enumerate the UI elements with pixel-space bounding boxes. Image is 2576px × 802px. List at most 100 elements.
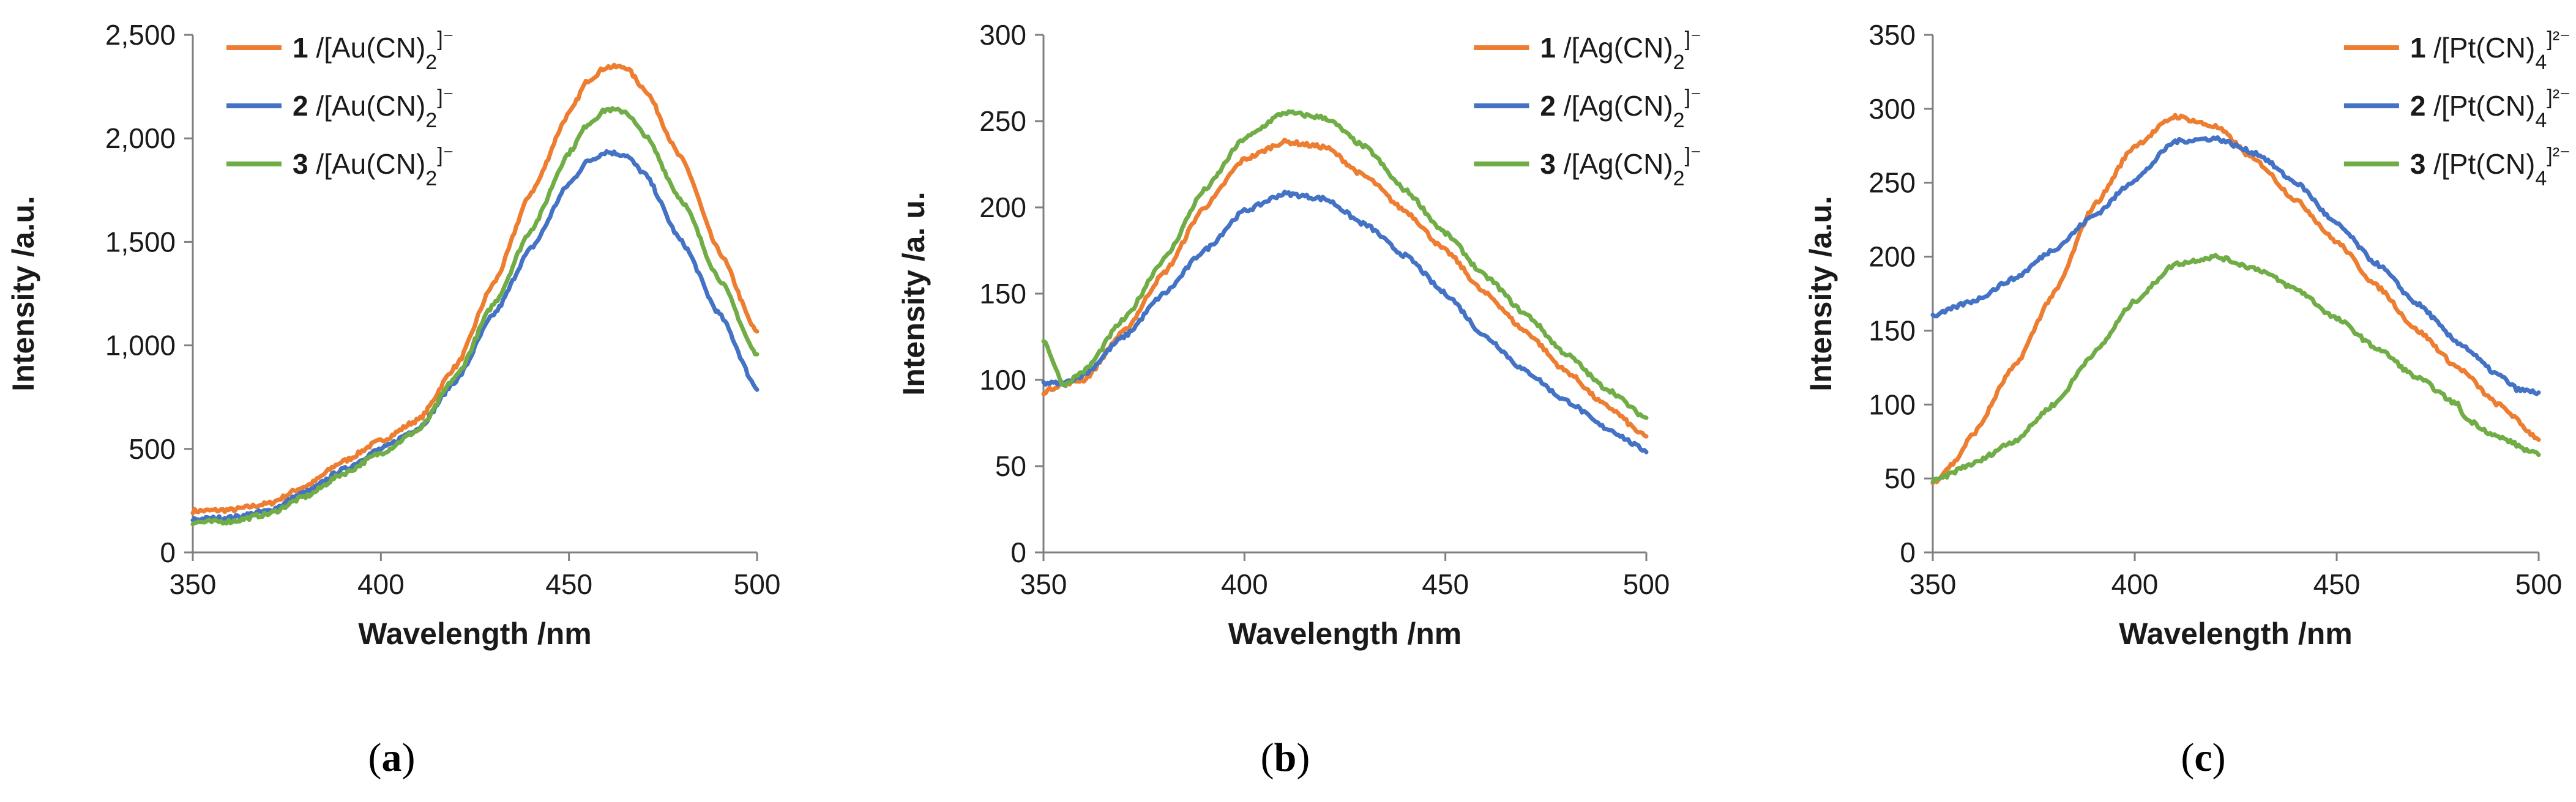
y-tick-label: 2,000 xyxy=(105,122,176,154)
legend-number: 3 xyxy=(2410,148,2426,180)
legend-subscript: 4 xyxy=(2535,167,2547,190)
y-tick-label: 250 xyxy=(979,105,1026,137)
y-tick-label: 150 xyxy=(1869,314,1916,346)
x-tick-label: 350 xyxy=(170,568,217,600)
legend-label: /[Pt(CN) xyxy=(2425,90,2535,122)
legend-label: /[Pt(CN) xyxy=(2425,148,2535,180)
caption-open: ( xyxy=(2181,735,2194,780)
chart-panel-c: 0 50 100 150 200 250 300 350 350 400 450 500 Wavelen… xyxy=(1804,19,2570,780)
series-3-line xyxy=(1041,109,1649,420)
y-tick-label: 350 xyxy=(1869,19,1916,51)
panel-caption: (c) xyxy=(2181,735,2225,780)
x-axis-title: Wavelength /nm xyxy=(358,617,592,651)
legend-label: /[Au(CN) xyxy=(308,32,426,64)
legend-entry-2: 2 /[Pt(CN)4]²⁻ xyxy=(2410,86,2570,132)
legend: 1 /[Pt(CN)4]²⁻2 /[Pt(CN)4]²⁻3 /[Pt(CN)4]… xyxy=(2343,28,2570,190)
y-tick-label: 0 xyxy=(160,537,176,568)
legend-subscript: 2 xyxy=(1673,167,1685,190)
x-tick-label: 450 xyxy=(2313,568,2361,600)
caption-letter: b xyxy=(1274,735,1297,780)
legend-subscript: 4 xyxy=(2535,51,2547,74)
legend-superscript: ]⁻ xyxy=(1685,28,1701,51)
legend-subscript: 4 xyxy=(2535,109,2547,132)
legend-number: 2 xyxy=(293,90,308,122)
legend-label: /[Au(CN) xyxy=(308,90,426,122)
y-tick-label: 50 xyxy=(995,450,1026,482)
y-tick-label: 0 xyxy=(1900,537,1916,568)
y-tick-label: 2,500 xyxy=(105,19,176,51)
legend-label: /[Ag(CN) xyxy=(1556,90,1673,122)
legend-entry-1: 1 /[Pt(CN)4]²⁻ xyxy=(2410,28,2570,74)
y-tick-label: 0 xyxy=(1010,537,1026,568)
legend-superscript: ]²⁻ xyxy=(2547,144,2570,167)
legend: 1 /[Au(CN)2]⁻2 /[Au(CN)2]⁻3 /[Au(CN)2]⁻ xyxy=(226,28,454,190)
legend-subscript: 2 xyxy=(425,109,437,132)
legend-subscript: 2 xyxy=(425,167,437,190)
panel-caption: (b) xyxy=(1261,735,1310,780)
y-tick-label: 200 xyxy=(1869,241,1916,273)
x-tick-label: 500 xyxy=(734,568,781,600)
x-tick-label: 350 xyxy=(1910,568,1957,600)
x-axis-title: Wavelength /nm xyxy=(2119,617,2353,651)
legend-entry-3: 3 /[Ag(CN)2]⁻ xyxy=(1540,144,1701,190)
y-tick-label: 300 xyxy=(979,19,1026,51)
series-2-line xyxy=(1041,190,1649,455)
legend-number: 3 xyxy=(1540,148,1556,180)
x-tick-label: 400 xyxy=(357,568,405,600)
legend-number: 2 xyxy=(1540,90,1556,122)
legend-superscript: ]⁻ xyxy=(437,28,454,51)
legend-number: 1 xyxy=(2410,32,2426,64)
caption-letter: a xyxy=(382,735,402,780)
legend-number: 3 xyxy=(293,148,308,180)
panel-caption: (a) xyxy=(368,735,416,780)
caption-open: ( xyxy=(368,735,382,780)
legend-superscript: ]²⁻ xyxy=(2547,86,2570,109)
legend-label: /[Ag(CN) xyxy=(1556,148,1673,180)
legend-superscript: ]⁻ xyxy=(437,86,454,109)
chart-panel-b: 0 50 100 150 200 250 300 350 400 450 500 Wavelength… xyxy=(897,19,1701,780)
legend-number: 1 xyxy=(1540,32,1556,64)
legend-entry-1: 1 /[Ag(CN)2]⁻ xyxy=(1540,28,1701,74)
legend: 1 /[Ag(CN)2]⁻2 /[Ag(CN)2]⁻3 /[Ag(CN)2]⁻ xyxy=(1474,28,1701,190)
legend-superscript: ]⁻ xyxy=(1685,86,1701,109)
legend-superscript: ]⁻ xyxy=(437,144,454,167)
x-tick-label: 400 xyxy=(2111,568,2159,600)
y-tick-label: 100 xyxy=(979,364,1026,396)
legend-number: 2 xyxy=(2410,90,2426,122)
legend-entry-3: 3 /[Pt(CN)4]²⁻ xyxy=(2410,144,2570,190)
y-tick-label: 150 xyxy=(979,278,1026,310)
y-tick-label: 200 xyxy=(979,191,1026,223)
caption-letter: c xyxy=(2194,735,2212,780)
legend-superscript: ]⁻ xyxy=(1685,144,1701,167)
x-axis-title: Wavelength /nm xyxy=(1228,617,1462,651)
x-tick-label: 500 xyxy=(1623,568,1670,600)
y-axis-title: Intensity /a.u. xyxy=(6,196,40,392)
series-2-line xyxy=(190,149,760,523)
series-1-line xyxy=(1041,138,1649,439)
y-axis-title: Intensity /a.u. xyxy=(1804,196,1838,392)
y-tick-label: 250 xyxy=(1869,167,1916,199)
legend-subscript: 2 xyxy=(1673,51,1685,74)
legend-entry-2: 2 /[Ag(CN)2]⁻ xyxy=(1540,86,1701,132)
y-tick-label: 100 xyxy=(1869,388,1916,420)
y-tick-label: 50 xyxy=(1884,462,1916,494)
y-axis-title: Intensity /a. u. xyxy=(897,191,931,395)
series-1-line xyxy=(190,62,760,516)
chart-panel-a: 0 500 1,000 1,500 2,000 2,500 350 400 450 500 Wave… xyxy=(6,19,780,780)
y-tick-label: 300 xyxy=(1869,93,1916,125)
legend-subscript: 2 xyxy=(1673,109,1685,132)
legend-number: 1 xyxy=(293,32,308,64)
y-tick-label: 500 xyxy=(129,433,176,465)
caption-close: ) xyxy=(402,735,416,780)
y-tick-label: 1,500 xyxy=(105,226,176,258)
x-tick-label: 400 xyxy=(1221,568,1268,600)
legend-entry-2: 2 /[Au(CN)2]⁻ xyxy=(293,86,454,132)
legend-superscript: ]²⁻ xyxy=(2547,28,2570,51)
x-tick-label: 450 xyxy=(1422,568,1469,600)
caption-open: ( xyxy=(1261,735,1274,780)
series-2-line xyxy=(1930,135,2541,396)
series-3-line xyxy=(190,106,760,527)
legend-label: /[Au(CN) xyxy=(308,148,426,180)
